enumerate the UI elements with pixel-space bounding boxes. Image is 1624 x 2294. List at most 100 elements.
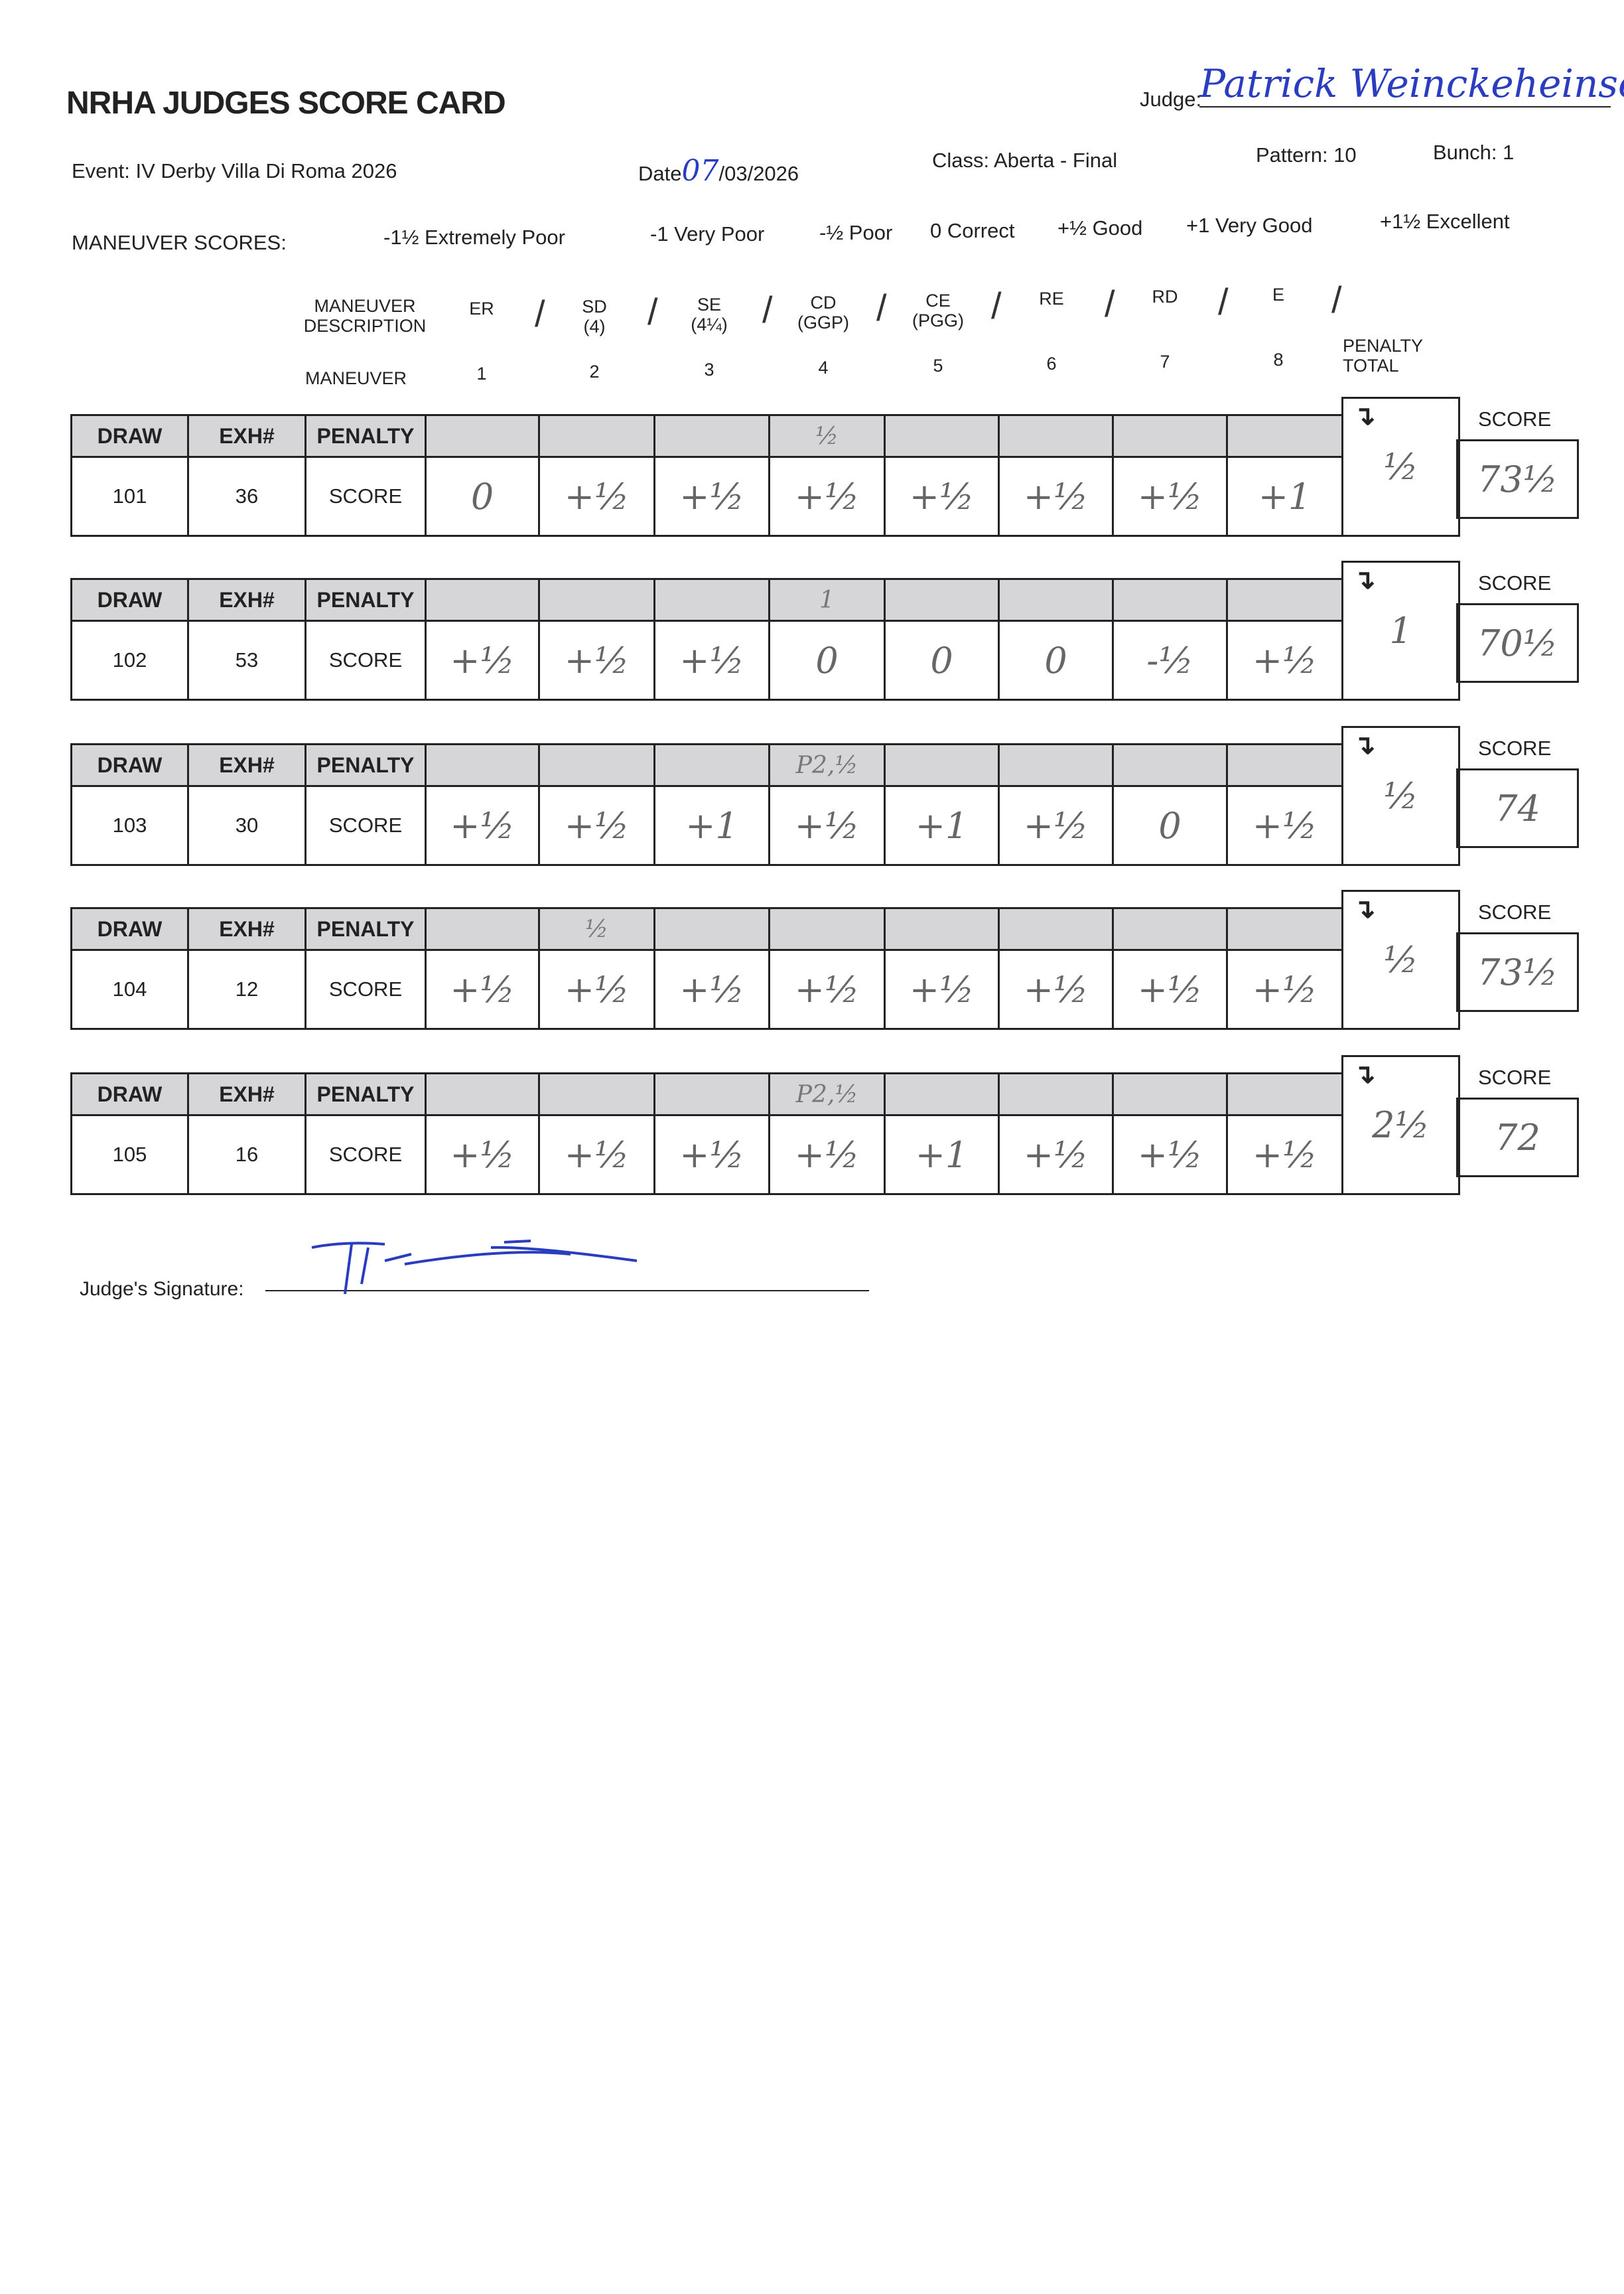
maneuver-score-cell[interactable]: +½ — [768, 1114, 886, 1195]
maneuver-score-cell[interactable]: +1 — [653, 785, 770, 866]
maneuver-penalty-cell[interactable] — [998, 414, 1114, 458]
maneuver-score-cell[interactable]: +½ — [884, 456, 1000, 537]
maneuver-score-cell[interactable]: 0 — [768, 620, 886, 701]
penalty-total-cell[interactable]: ½ — [1341, 397, 1460, 537]
maneuver-penalty-cell[interactable] — [1112, 414, 1228, 458]
maneuver-score-cell[interactable]: +½ — [425, 949, 540, 1030]
maneuver-score-cell[interactable]: +½ — [1226, 620, 1343, 701]
exh-header: EXH# — [187, 1072, 306, 1116]
maneuver-score-cell[interactable]: +½ — [768, 785, 886, 866]
penalty-total-cell[interactable]: ½ — [1341, 726, 1460, 866]
penalty-total-cell[interactable]: 1 — [1341, 561, 1460, 701]
maneuver-score-cell[interactable]: +½ — [998, 456, 1114, 537]
final-score-cell[interactable]: 74 — [1456, 768, 1579, 848]
maneuver-score-cell[interactable]: +½ — [425, 620, 540, 701]
maneuver-penalty-cell[interactable] — [768, 907, 886, 951]
maneuver-penalty-cell[interactable]: P2,½ — [768, 743, 886, 787]
maneuver-penalty-cell[interactable] — [653, 414, 770, 458]
maneuver-score-cell[interactable]: +1 — [884, 785, 1000, 866]
maneuver-score-cell[interactable]: 0 — [884, 620, 1000, 701]
maneuver-score-cell[interactable]: -½ — [1112, 620, 1228, 701]
maneuver-penalty-cell[interactable] — [425, 578, 540, 622]
maneuver-score-cell[interactable]: +½ — [884, 949, 1000, 1030]
maneuver-penalty-cell[interactable] — [1226, 907, 1343, 951]
maneuver-penalty-cell[interactable] — [425, 414, 540, 458]
maneuver-penalty-cell[interactable] — [998, 578, 1114, 622]
maneuver-score-cell[interactable]: +½ — [425, 1114, 540, 1195]
maneuver-penalty-cell[interactable] — [653, 743, 770, 787]
maneuver-penalty-cell[interactable] — [998, 1072, 1114, 1116]
maneuver-score-cell[interactable]: +½ — [538, 456, 655, 537]
maneuver-score-cell[interactable]: +½ — [768, 949, 886, 1030]
separator-slash: / — [762, 289, 773, 330]
maneuver-score-cell[interactable]: +1 — [1226, 456, 1343, 537]
maneuver-penalty-cell[interactable] — [1112, 743, 1228, 787]
maneuver-score-cell[interactable]: +½ — [998, 949, 1114, 1030]
maneuver-penalty-cell[interactable] — [884, 743, 1000, 787]
maneuver-penalty-cell[interactable] — [1226, 1072, 1343, 1116]
maneuver-score-cell[interactable]: +½ — [538, 1114, 655, 1195]
maneuver-score-cell[interactable]: +½ — [538, 949, 655, 1030]
maneuver-penalty-cell[interactable] — [1226, 743, 1343, 787]
maneuver-score-cell[interactable]: +½ — [1226, 949, 1343, 1030]
maneuver-penalty-cell[interactable] — [1112, 578, 1228, 622]
penalty-total-cell[interactable]: 2½ — [1341, 1055, 1460, 1195]
final-score-cell[interactable]: 73½ — [1456, 932, 1579, 1012]
maneuver-score-cell[interactable]: 0 — [998, 620, 1114, 701]
maneuver-score-cell[interactable]: +½ — [653, 620, 770, 701]
maneuver-penalty-cell[interactable] — [884, 1072, 1000, 1116]
penalty-total-value: 1 — [1389, 610, 1412, 652]
maneuver-penalty-cell[interactable] — [998, 743, 1114, 787]
maneuver-penalty-cell[interactable]: ½ — [768, 414, 886, 458]
maneuver-penalty-cell[interactable] — [538, 414, 655, 458]
maneuver-score-cell[interactable]: +½ — [768, 456, 886, 537]
penalty-header: PENALTY — [304, 1072, 427, 1116]
maneuver-description: CD (GGP) — [783, 293, 863, 332]
judge-line — [1199, 106, 1611, 108]
maneuver-score-cell[interactable]: 0 — [425, 456, 540, 537]
penalty-total-cell[interactable]: ½ — [1341, 890, 1460, 1030]
maneuver-penalty-cell[interactable]: ½ — [538, 907, 655, 951]
maneuver-penalty-cell[interactable] — [1112, 907, 1228, 951]
maneuver-penalty-cell[interactable] — [653, 578, 770, 622]
maneuver-score-cell[interactable]: +1 — [884, 1114, 1000, 1195]
maneuver-score-cell[interactable]: +½ — [1226, 785, 1343, 866]
maneuver-score-cell[interactable]: +½ — [538, 785, 655, 866]
maneuver-penalty-cell[interactable] — [653, 1072, 770, 1116]
maneuver-penalty-cell[interactable] — [1112, 1072, 1228, 1116]
maneuver-score-cell[interactable]: +½ — [1112, 1114, 1228, 1195]
maneuver-description: E — [1239, 285, 1318, 305]
final-score-cell[interactable]: 70½ — [1456, 603, 1579, 683]
maneuver-penalty-cell[interactable] — [1226, 578, 1343, 622]
maneuver-score-cell[interactable]: +½ — [1112, 949, 1228, 1030]
maneuver-penalty-cell[interactable] — [538, 743, 655, 787]
maneuver-penalty-cell[interactable] — [425, 743, 540, 787]
maneuver-penalty-cell[interactable] — [998, 907, 1114, 951]
maneuver-score-cell[interactable]: 0 — [1112, 785, 1228, 866]
maneuver-penalty-cell[interactable] — [884, 578, 1000, 622]
maneuver-penalty-cell[interactable] — [1226, 414, 1343, 458]
penalty-total-value: 2½ — [1372, 1104, 1430, 1146]
maneuver-score-cell[interactable]: +½ — [653, 1114, 770, 1195]
maneuver-score-cell[interactable]: +½ — [653, 949, 770, 1030]
maneuver-score-cell[interactable]: +½ — [425, 785, 540, 866]
maneuver-score-cell[interactable]: +½ — [1226, 1114, 1343, 1195]
maneuver-penalty-cell[interactable] — [653, 907, 770, 951]
maneuver-score-cell[interactable]: +½ — [998, 1114, 1114, 1195]
maneuver-penalty-cell[interactable]: 1 — [768, 578, 886, 622]
maneuver-score-cell[interactable]: +½ — [653, 456, 770, 537]
maneuver-penalty-cell[interactable] — [425, 907, 540, 951]
final-score-cell[interactable]: 73½ — [1456, 439, 1579, 519]
maneuver-score-cell[interactable]: +½ — [538, 620, 655, 701]
maneuver-score-cell[interactable]: +½ — [998, 785, 1114, 866]
maneuver-score-cell[interactable]: +½ — [1112, 456, 1228, 537]
score-row-label: SCORE — [304, 785, 427, 866]
final-score-cell[interactable]: 72 — [1456, 1098, 1579, 1177]
maneuver-code: RE — [1039, 289, 1064, 309]
maneuver-penalty-cell[interactable] — [884, 414, 1000, 458]
maneuver-penalty-cell[interactable] — [425, 1072, 540, 1116]
maneuver-penalty-cell[interactable] — [538, 578, 655, 622]
maneuver-penalty-cell[interactable] — [884, 907, 1000, 951]
maneuver-penalty-cell[interactable]: P2,½ — [768, 1072, 886, 1116]
maneuver-penalty-cell[interactable] — [538, 1072, 655, 1116]
